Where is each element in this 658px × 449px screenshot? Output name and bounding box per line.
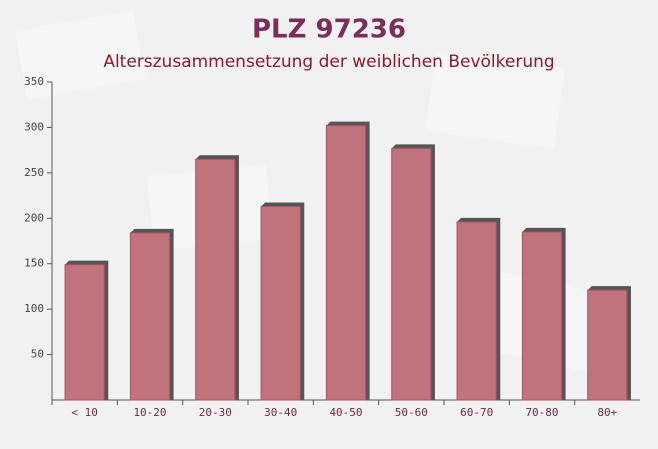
x-tick-label: < 10 (71, 406, 98, 419)
bar (391, 147, 432, 401)
x-tick-label: 40-50 (329, 406, 362, 419)
y-tick-label: 150 (24, 257, 44, 270)
x-tick-label: 80+ (597, 406, 617, 419)
chart-subtitle: Alterszusammensetzung der weiblichen Bev… (103, 52, 554, 72)
bar (64, 264, 105, 401)
y-tick-label: 50 (31, 348, 44, 361)
y-tick-label: 100 (24, 302, 44, 315)
x-tick-label: 20-30 (199, 406, 232, 419)
y-tick-label: 200 (24, 211, 44, 224)
bar (129, 232, 171, 401)
bar (260, 205, 301, 401)
y-tick-label: 300 (24, 120, 44, 133)
x-tick-label: 70-80 (525, 406, 558, 419)
x-tick-label: 30-40 (264, 406, 297, 419)
bar (456, 221, 497, 401)
x-tick-label: 60-70 (460, 406, 493, 419)
bar (195, 158, 236, 401)
bar (521, 231, 563, 401)
bar (587, 289, 628, 401)
x-tick-label: 10-20 (133, 406, 166, 419)
y-tick-label: 350 (24, 75, 44, 88)
x-tick-label: 50-60 (395, 406, 428, 419)
y-tick-label: 250 (24, 166, 44, 179)
bar (325, 125, 367, 401)
chart-title: PLZ 97236 (252, 15, 406, 45)
